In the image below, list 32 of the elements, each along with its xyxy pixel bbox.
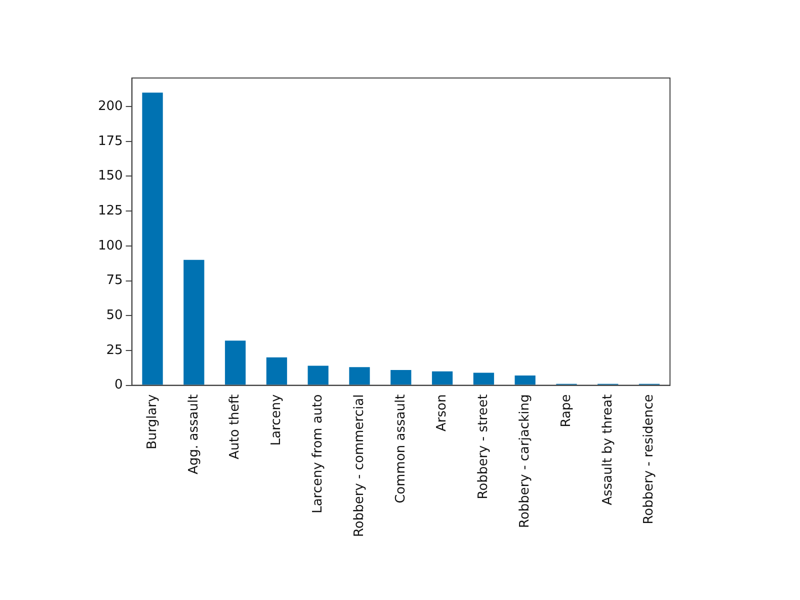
y-tick-label: 0 <box>114 378 123 393</box>
bar <box>390 370 412 385</box>
x-tick-label: Robbery - street <box>476 394 492 500</box>
x-tick-label: Rape <box>558 394 574 428</box>
y-tick-label: 25 <box>106 342 123 358</box>
y-tick-label: 200 <box>98 98 123 114</box>
x-tick-label: Larceny <box>269 394 284 446</box>
bar <box>349 367 370 385</box>
x-tick-label: Auto theft <box>228 394 243 460</box>
x-tick-label: Larceny from auto <box>310 394 326 514</box>
x-tick-label: Common assault <box>393 394 408 504</box>
x-tick-label: Arson <box>434 394 450 432</box>
bar <box>266 357 288 385</box>
bar <box>224 340 246 385</box>
x-tick-label: Burglary <box>144 394 160 450</box>
bar <box>473 372 494 385</box>
x-tick-label: Robbery - carjacking <box>517 394 532 528</box>
y-tick-label: 100 <box>98 238 123 254</box>
bar <box>184 260 204 385</box>
bar <box>432 371 453 385</box>
x-tick-label: Robbery - commercial <box>352 394 367 538</box>
y-tick-label: 150 <box>98 168 123 184</box>
y-tick-label: 125 <box>98 203 123 218</box>
y-tick-label: 75 <box>106 273 123 288</box>
x-tick-label: Assault by threat <box>600 394 616 506</box>
bar <box>142 92 163 385</box>
bar <box>308 366 328 385</box>
x-tick-label: Robbery - residence <box>642 394 657 524</box>
y-tick-label: 175 <box>98 134 123 149</box>
y-tick-label: 50 <box>106 308 123 323</box>
bar <box>514 376 536 385</box>
x-tick-label: Agg. assault <box>186 394 202 474</box>
